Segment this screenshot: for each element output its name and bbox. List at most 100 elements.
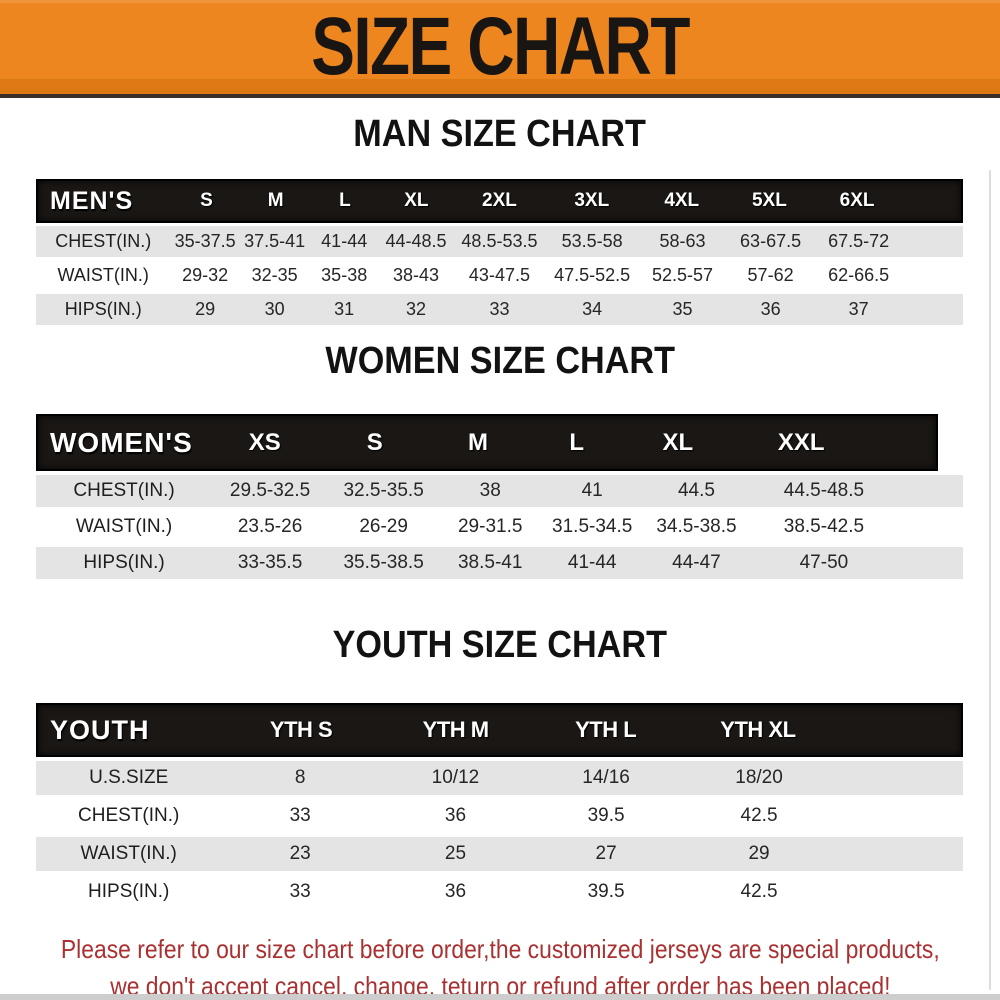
table-header-label: YOUTH [50, 714, 150, 745]
size-value: 31.5-34.5 [552, 516, 633, 537]
column-header-2xl: 2XL [482, 190, 517, 211]
row-label: HIPS(IN.) [64, 299, 142, 319]
column-header-xl: XL [404, 190, 429, 211]
table-row: HIPS(IN.) 33 36 39.5 42.5 [36, 875, 963, 909]
section-title: YOUTH SIZE CHART [0, 621, 1000, 674]
size-value: 27 [595, 843, 617, 864]
size-value: 32-35 [251, 265, 298, 285]
size-value: 34 [582, 299, 603, 319]
size-value: 34.5-38.5 [656, 516, 737, 537]
size-value: 10/12 [431, 767, 480, 788]
row-label: CHEST(IN.) [55, 231, 152, 251]
column-header-xxl: XXL [777, 428, 825, 456]
size-tables: MAN SIZE CHART MEN'S S M L XL 2XL 3XL 4XL 5XL 6XL C… [0, 110, 1000, 909]
women-size-chart-section: WOMEN SIZE CHART WOMEN'S XS S M L XL XXL CHEST(I… [0, 337, 1000, 579]
banner: SIZE CHART [0, 0, 1000, 98]
banner-title: SIZE CHART [311, 1, 690, 92]
size-value: 32 [406, 299, 427, 319]
size-value: 38.5-42.5 [783, 516, 865, 537]
column-header-3xl: 3XL [574, 190, 610, 211]
size-value: 48.5-53.5 [461, 231, 538, 251]
section-title-text: MAN SIZE CHART [353, 113, 647, 155]
size-value: 30 [264, 299, 285, 319]
column-header-4xl: 4XL [664, 190, 700, 211]
size-value: 14/16 [582, 767, 630, 788]
size-value: 44-47 [672, 552, 721, 573]
youth-table-header-bar: YOUTH YTH S YTH M YTH L YTH XL [36, 703, 963, 757]
row-label: WAIST(IN.) [75, 516, 173, 537]
size-value: 37.5-41 [244, 231, 306, 251]
size-value: 33 [289, 881, 311, 902]
right-edge-line [989, 170, 991, 990]
column-header-m: M [467, 428, 488, 456]
size-value: 42.5 [740, 881, 778, 902]
size-value: 62-66.5 [828, 265, 890, 285]
size-value: 36 [444, 881, 467, 902]
section-title-text: YOUTH SIZE CHART [332, 624, 668, 666]
size-value: 33 [289, 805, 311, 826]
table-row: CHEST(IN.) 35-37.5 37.5-41 41-44 44-48.5 48.5… [36, 226, 963, 257]
size-value: 32.5-35.5 [343, 480, 424, 501]
size-value: 31 [334, 299, 355, 319]
table-row: U.S.SIZE 8 10/12 14/16 18/20 [36, 761, 963, 795]
bottom-edge-strip [0, 994, 1000, 1000]
section-title-text: WOMEN SIZE CHART [325, 340, 675, 382]
youth-size-table: YOUTH YTH S YTH M YTH L YTH XL U.S.SIZE 8 10/12… [36, 703, 963, 909]
column-header-6xl: 6XL [839, 190, 875, 211]
size-value: 43-47.5 [468, 265, 530, 285]
column-header-5xl: 5XL [751, 190, 787, 211]
size-value: 52.5-57 [651, 265, 714, 285]
table-row: CHEST(IN.) 29.5-32.5 32.5-35.5 38 41 44.5 44.5… [36, 475, 963, 507]
column-header-yth-s: YTH S [269, 717, 333, 742]
size-value: 29 [748, 843, 770, 864]
size-value: 44-48.5 [385, 231, 447, 251]
size-value: 63-67.5 [740, 231, 802, 251]
disclaimer-line-1: Please refer to our size chart before or… [60, 934, 940, 964]
column-header-s: S [200, 190, 213, 211]
size-value: 8 [294, 767, 306, 788]
row-label: HIPS(IN.) [88, 881, 170, 902]
size-value: 47-50 [799, 552, 849, 573]
size-value: 44.5-48.5 [783, 480, 865, 501]
size-value: 29-32 [182, 265, 229, 285]
size-value: 67.5-72 [828, 231, 890, 251]
size-value: 38.5-41 [457, 552, 523, 573]
size-value: 39.5 [587, 881, 625, 902]
women-size-table: WOMEN'S XS S M L XL XXL CHEST(IN.) 29.5-32.5 32.5… [36, 414, 963, 579]
row-label: CHEST(IN.) [78, 805, 180, 826]
size-value: 23.5-26 [237, 516, 303, 537]
size-value: 38-43 [393, 265, 440, 285]
column-header-m: M [267, 190, 284, 211]
size-value: 35 [672, 299, 693, 319]
size-value: 26-29 [359, 516, 408, 537]
column-header-l: L [569, 428, 585, 456]
section-title: WOMEN SIZE CHART [0, 337, 1000, 390]
column-header-yth-xl: YTH XL [720, 717, 796, 742]
column-header-s: S [366, 428, 383, 456]
row-label: CHEST(IN.) [73, 480, 175, 501]
size-value: 23 [289, 843, 311, 864]
section-title: MAN SIZE CHART [0, 110, 1000, 163]
size-value: 39.5 [587, 805, 625, 826]
size-value: 29.5-32.5 [229, 480, 311, 501]
size-value: 58-63 [659, 231, 706, 251]
size-value: 41-44 [567, 552, 617, 573]
table-header-label: MEN'S [50, 186, 134, 215]
size-value: 41 [581, 480, 603, 501]
column-header-xl: XL [662, 428, 694, 456]
column-header-l: L [339, 190, 351, 211]
men-size-chart-section: MAN SIZE CHART MEN'S S M L XL 2XL 3XL 4XL 5XL 6XL C… [0, 110, 1000, 325]
table-header-label: WOMEN'S [50, 426, 193, 458]
size-value: 35-38 [321, 265, 368, 285]
row-label: WAIST(IN.) [57, 265, 149, 285]
table-row: CHEST(IN.) 33 36 39.5 42.5 [36, 799, 963, 833]
size-value: 37 [848, 299, 869, 319]
table-row: HIPS(IN.) 29 30 31 32 33 34 35 36 37 [36, 294, 963, 325]
size-value: 33 [489, 299, 510, 319]
table-row: HIPS(IN.) 33-35.5 35.5-38.5 38.5-41 41-44 44-… [36, 547, 963, 579]
disclaimer: Please refer to our size chart before or… [0, 933, 1000, 1000]
men-size-table: MEN'S S M L XL 2XL 3XL 4XL 5XL 6XL CHEST(IN.) 35-37… [36, 179, 963, 325]
size-value: 35-37.5 [174, 231, 236, 251]
column-header-xs: XS [248, 428, 281, 456]
size-value: 36 [444, 805, 467, 826]
